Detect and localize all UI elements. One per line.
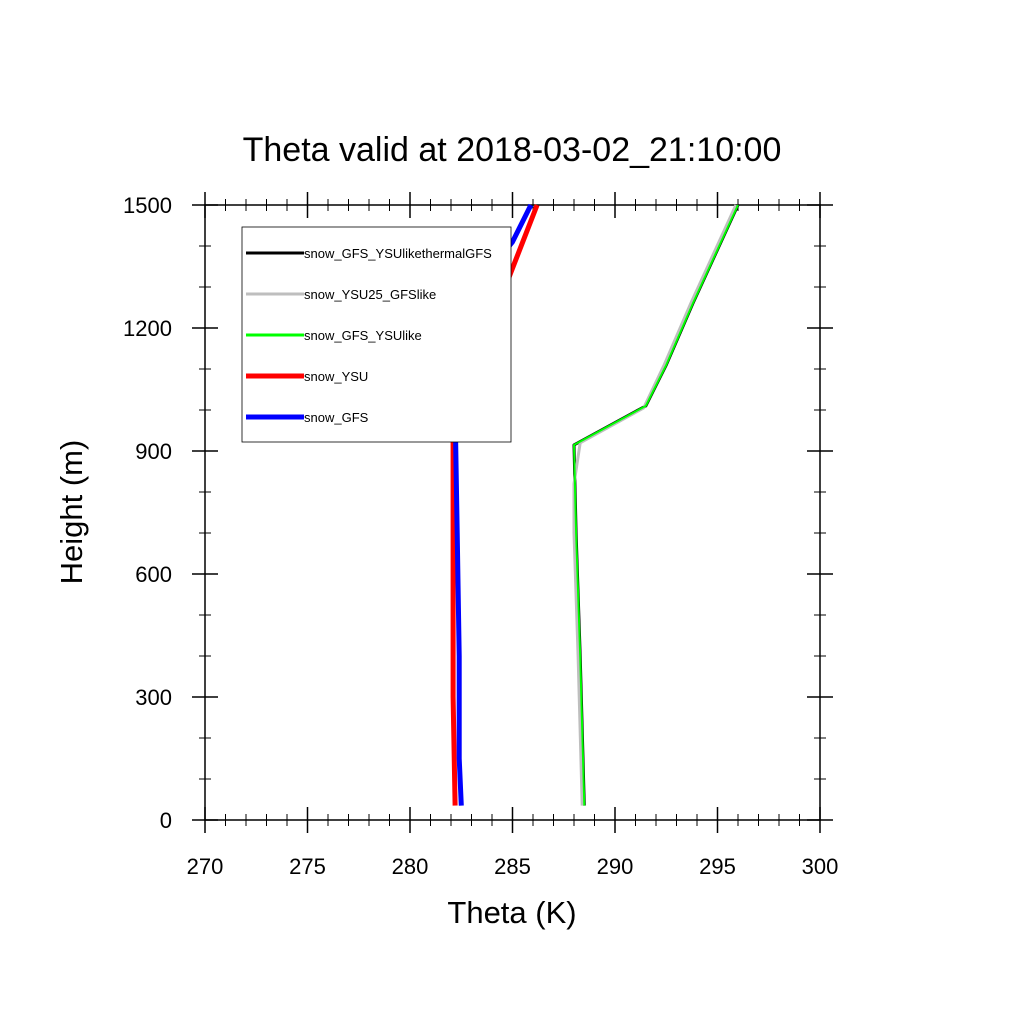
y-tick-label: 0 bbox=[160, 808, 172, 833]
x-tick-label: 270 bbox=[187, 854, 224, 879]
y-axis-label: Height (m) bbox=[54, 440, 89, 585]
x-tick-label: 290 bbox=[597, 854, 634, 879]
x-tick-label: 295 bbox=[699, 854, 736, 879]
legend-label: snow_YSU25_GFSlike bbox=[304, 287, 436, 302]
x-tick-label: 280 bbox=[392, 854, 429, 879]
x-axis-label: Theta (K) bbox=[447, 895, 576, 930]
legend-label: snow_GFS_YSUlike bbox=[304, 328, 422, 343]
x-tick-label: 275 bbox=[289, 854, 326, 879]
chart-title: Theta valid at 2018-03-02_21:10:00 bbox=[243, 131, 782, 169]
y-tick-label: 600 bbox=[135, 562, 172, 587]
x-tick-labels: 270 275 280 285 290 295 300 bbox=[187, 854, 839, 879]
series-line-snow_YSU25_GFSlike bbox=[572, 204, 738, 806]
legend-entries: snow_GFS_YSUlikethermalGFS snow_YSU25_GFS… bbox=[246, 246, 492, 425]
x-tick-label: 285 bbox=[494, 854, 531, 879]
y-tick-labels: 0 300 600 900 1200 1500 bbox=[123, 193, 172, 833]
series-line-snow_GFS_YSUlike bbox=[573, 204, 739, 806]
major-ticks bbox=[192, 192, 833, 833]
legend-label: snow_GFS_YSUlikethermalGFS bbox=[304, 246, 492, 261]
y-tick-label: 900 bbox=[135, 439, 172, 464]
legend-label: snow_GFS bbox=[304, 410, 369, 425]
y-tick-label: 1200 bbox=[123, 316, 172, 341]
y-tick-label: 1500 bbox=[123, 193, 172, 218]
series-line-snow_GFS_YSUlikethermalGFS bbox=[572, 204, 740, 806]
x-tick-label: 300 bbox=[802, 854, 839, 879]
legend: snow_GFS_YSUlikethermalGFS snow_YSU25_GFS… bbox=[241, 226, 512, 443]
y-tick-label: 300 bbox=[135, 685, 172, 710]
legend-label: snow_YSU bbox=[304, 369, 368, 384]
